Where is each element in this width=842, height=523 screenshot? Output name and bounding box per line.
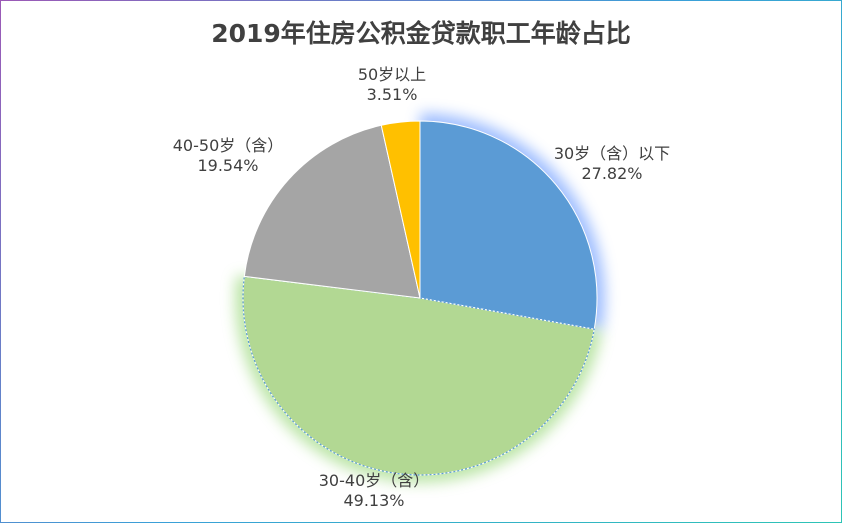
- slice-2-label: 30-40岁（含）: [319, 471, 430, 490]
- slice-4[interactable]: [380, 120, 421, 299]
- slice-1[interactable]: [419, 120, 598, 330]
- slice-3[interactable]: [243, 124, 421, 299]
- slice-3-label: 40-50岁（含）: [173, 136, 284, 155]
- slice-2-outline: [242, 275, 595, 476]
- slice-4-label: 50岁以上: [358, 65, 426, 84]
- slice-1-label: 30岁（含）以下: [554, 144, 670, 163]
- slice-3-value-label: 19.54%: [197, 156, 258, 175]
- slice-4-value-label: 3.51%: [367, 85, 418, 104]
- slice-1-value-label: 27.82%: [581, 164, 642, 183]
- chart-title: 2019年住房公积金贷款职工年龄占比: [211, 19, 631, 48]
- slice-2-value-label: 49.13%: [343, 491, 404, 510]
